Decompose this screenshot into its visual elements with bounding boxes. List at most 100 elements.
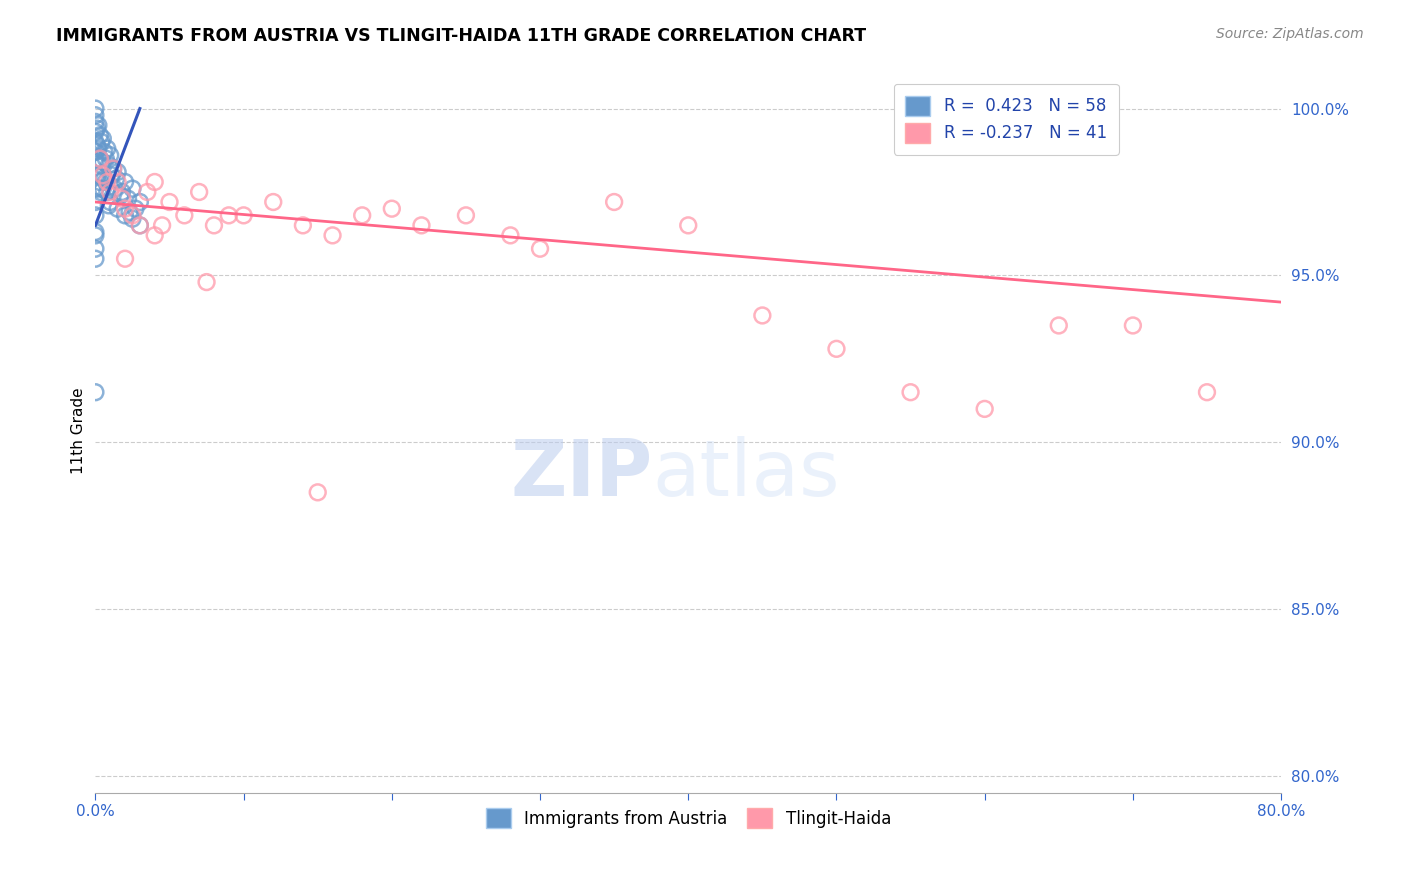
Point [84, 125, 107, 139]
Point [1122, 318, 1144, 333]
Point [454, 208, 477, 222]
Point [89, 152, 111, 166]
Point [218, 208, 240, 222]
Point [84, 145, 107, 159]
Point [87, 181, 110, 195]
Point [84, 169, 107, 183]
Point [121, 208, 143, 222]
Point [96, 175, 118, 189]
Point [124, 202, 146, 216]
Point [84, 208, 107, 222]
Point [411, 219, 433, 233]
Point [117, 192, 139, 206]
Y-axis label: 11th Grade: 11th Grade [72, 387, 86, 474]
Point [84, 102, 107, 116]
Point [89, 152, 111, 166]
Text: atlas: atlas [652, 436, 841, 512]
Point [114, 175, 136, 189]
Point [1195, 385, 1218, 400]
Point [118, 205, 141, 219]
Point [84, 385, 107, 400]
Point [159, 194, 181, 209]
Point [84, 108, 107, 122]
Text: Source: ZipAtlas.com: Source: ZipAtlas.com [1216, 27, 1364, 41]
Point [107, 202, 129, 216]
Point [97, 158, 120, 172]
Point [105, 171, 128, 186]
Point [87, 118, 110, 132]
Point [84, 115, 107, 129]
Point [114, 208, 136, 222]
Point [86, 138, 108, 153]
Point [84, 228, 107, 243]
Point [91, 181, 114, 195]
Point [87, 142, 110, 156]
Point [100, 169, 122, 183]
Point [114, 202, 136, 216]
Point [202, 219, 225, 233]
Point [93, 145, 115, 159]
Point [128, 219, 150, 233]
Point [900, 385, 922, 400]
Point [90, 135, 112, 149]
Point [111, 192, 134, 206]
Point [136, 185, 159, 199]
Legend: Immigrants from Austria, Tlingit-Haida: Immigrants from Austria, Tlingit-Haida [479, 801, 897, 835]
Point [96, 185, 118, 199]
Point [84, 135, 107, 149]
Point [322, 228, 344, 243]
Point [381, 202, 404, 216]
Point [291, 219, 314, 233]
Point [128, 194, 150, 209]
Point [195, 275, 218, 289]
Point [84, 242, 107, 256]
Point [143, 175, 166, 189]
Point [188, 185, 211, 199]
Point [91, 131, 114, 145]
Point [111, 185, 134, 199]
Text: IMMIGRANTS FROM AUSTRIA VS TLINGIT-HAIDA 11TH GRADE CORRELATION CHART: IMMIGRANTS FROM AUSTRIA VS TLINGIT-HAIDA… [56, 27, 866, 45]
Point [84, 252, 107, 266]
Point [110, 188, 132, 202]
Point [107, 175, 129, 189]
Point [121, 211, 143, 226]
Point [232, 208, 254, 222]
Point [678, 219, 700, 233]
Point [150, 219, 173, 233]
Point [98, 185, 121, 199]
Point [104, 181, 127, 195]
Point [93, 171, 115, 186]
Point [84, 194, 107, 209]
Point [352, 208, 374, 222]
Point [84, 155, 107, 169]
Point [86, 121, 108, 136]
Point [603, 194, 626, 209]
Point [121, 181, 143, 195]
Point [173, 208, 195, 222]
Point [90, 158, 112, 172]
Point [103, 161, 125, 176]
Point [825, 342, 848, 356]
Point [94, 152, 117, 166]
Point [91, 155, 114, 169]
Point [91, 169, 114, 183]
Point [307, 485, 329, 500]
Point [84, 181, 107, 195]
Point [96, 142, 118, 156]
Point [98, 148, 121, 162]
Point [97, 198, 120, 212]
Text: ZIP: ZIP [510, 436, 652, 512]
Point [107, 165, 129, 179]
Point [128, 219, 150, 233]
Point [89, 175, 111, 189]
Point [529, 242, 551, 256]
Point [103, 161, 125, 176]
Point [89, 128, 111, 143]
Point [114, 252, 136, 266]
Point [499, 228, 522, 243]
Point [98, 194, 121, 209]
Point [90, 185, 112, 199]
Point [1047, 318, 1070, 333]
Point [86, 169, 108, 183]
Point [751, 309, 773, 323]
